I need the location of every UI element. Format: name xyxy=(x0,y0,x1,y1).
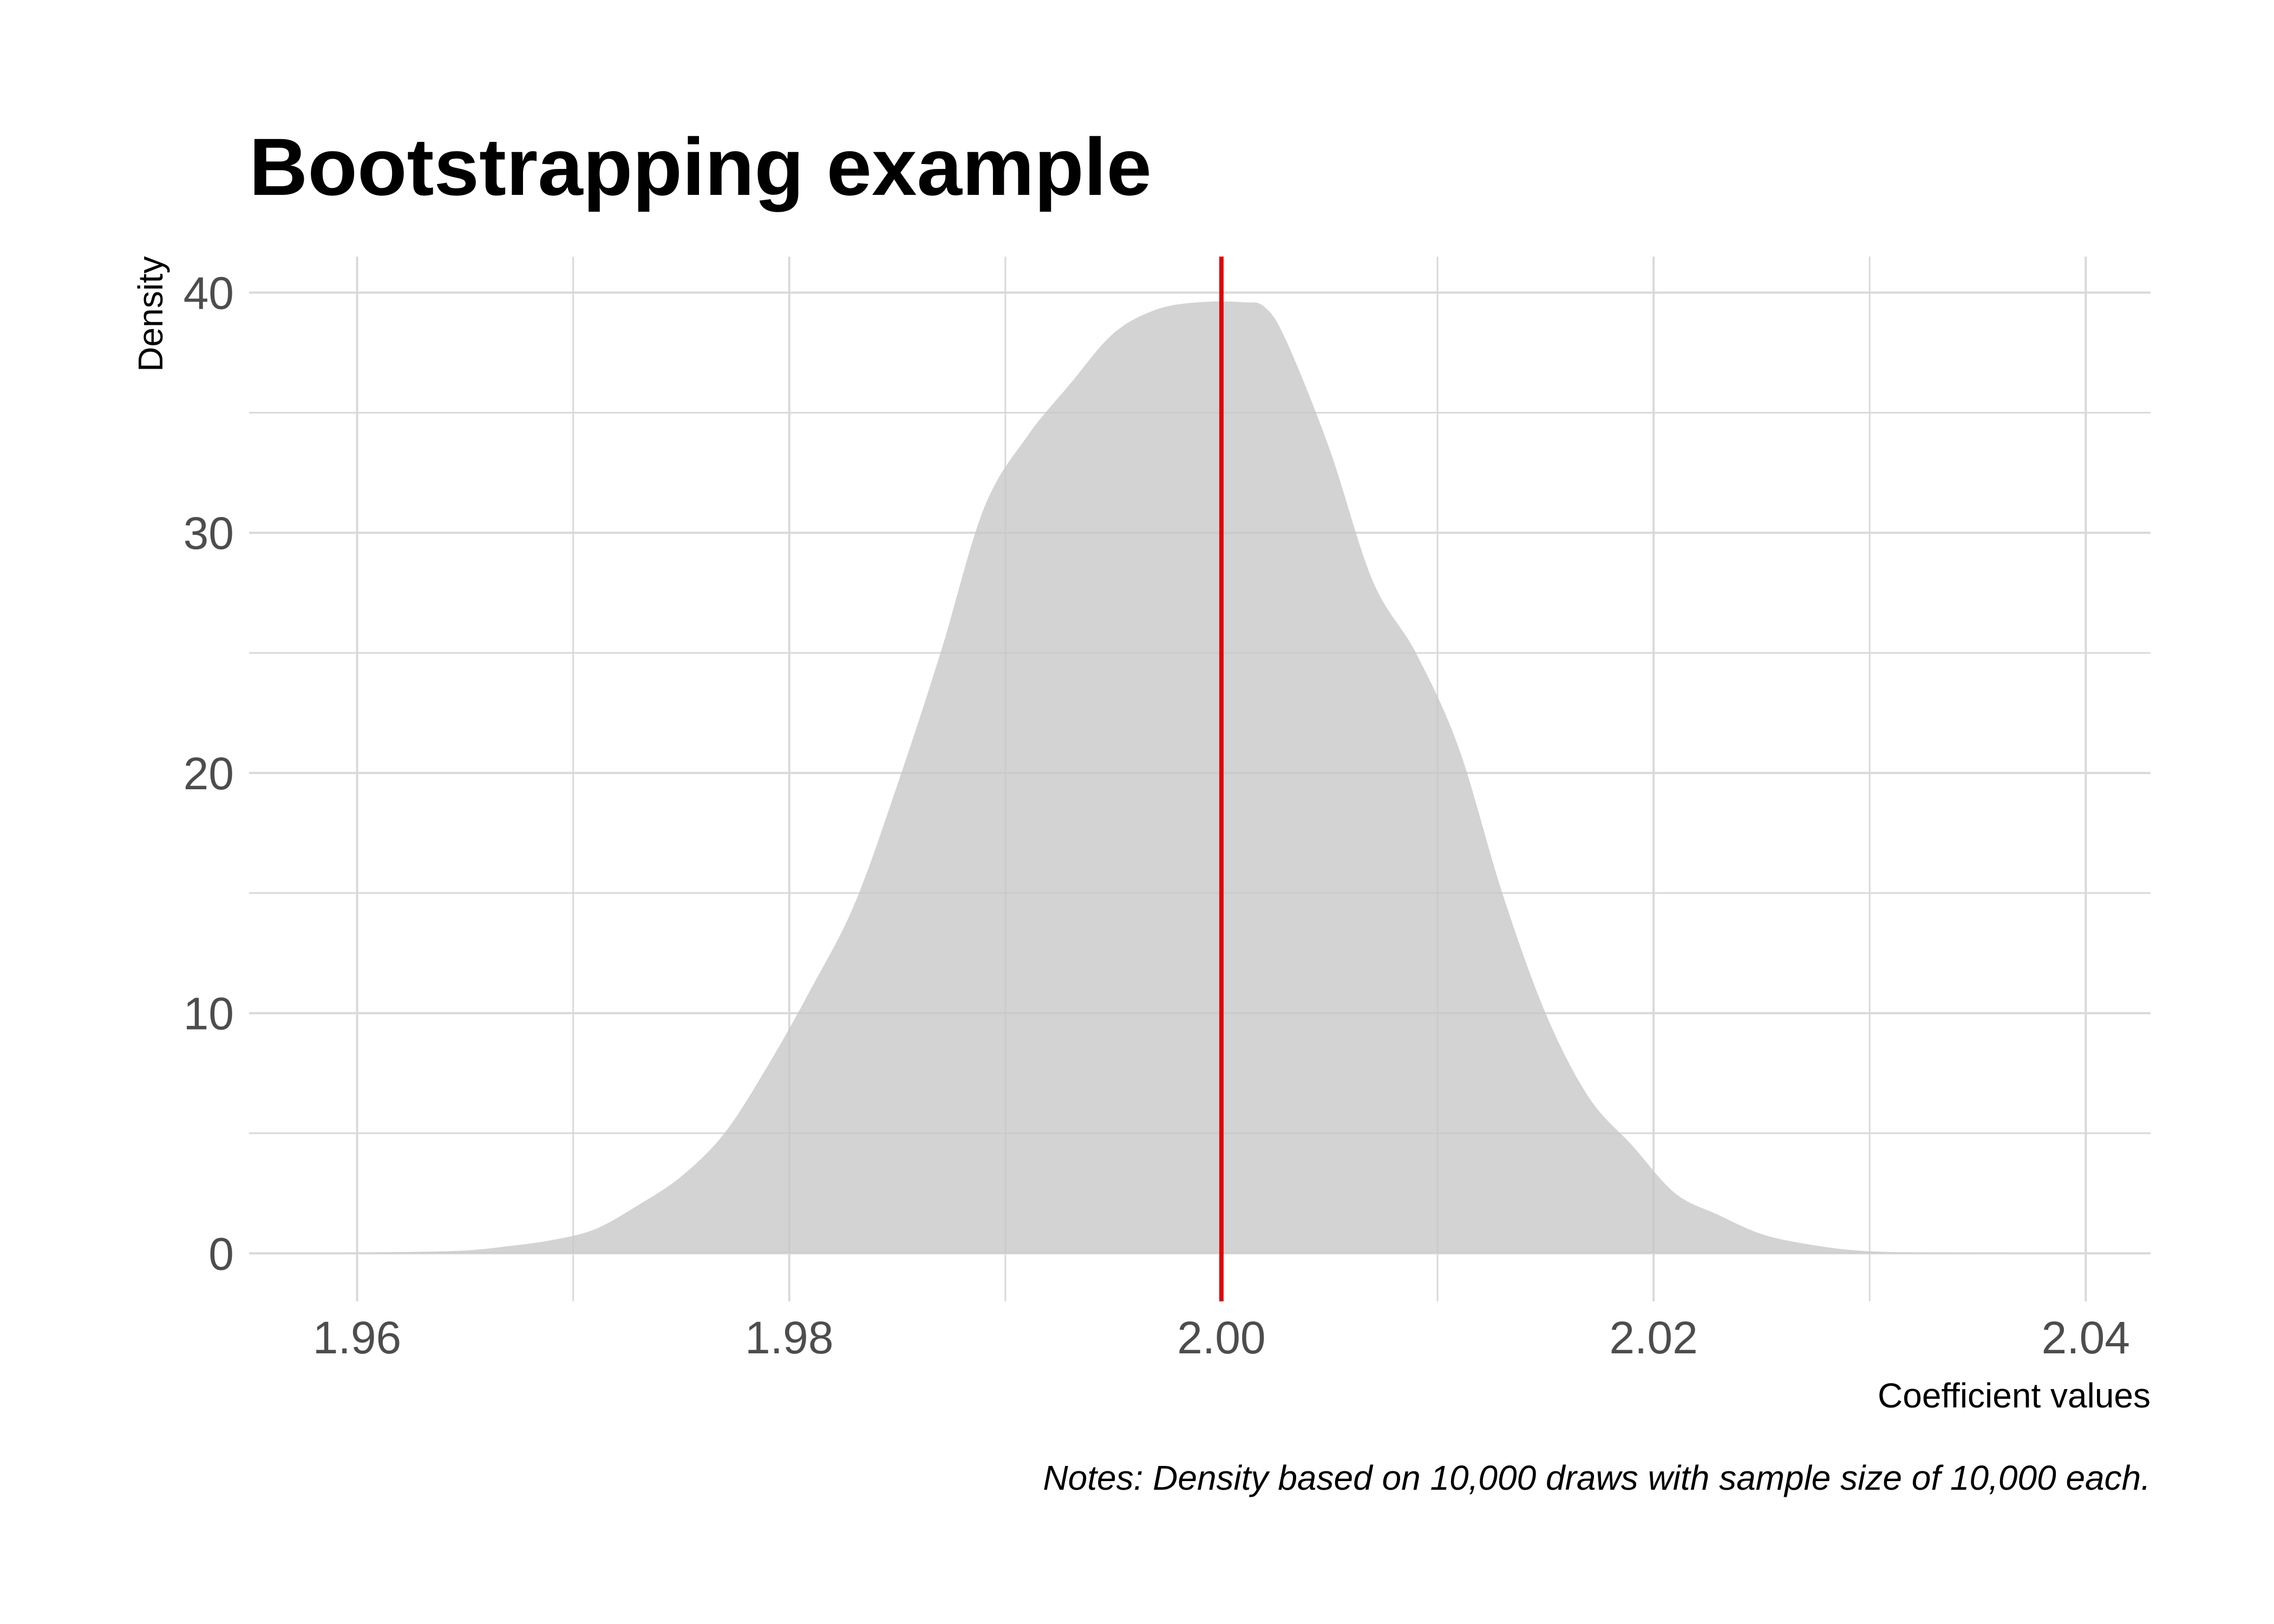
y-tick-label: 10 xyxy=(184,988,234,1039)
density-area xyxy=(335,301,2064,1254)
x-tick-label: 2.04 xyxy=(2042,1312,2131,1363)
chart-caption: Notes: Density based on 10,000 draws wit… xyxy=(1043,1458,2151,1497)
x-axis-title: Coefficient values xyxy=(1878,1376,2151,1415)
y-tick-label: 0 xyxy=(208,1228,234,1279)
y-axis-title: Density xyxy=(131,256,170,371)
x-tick-label: 2.02 xyxy=(1609,1312,1698,1363)
x-tick-label: 1.96 xyxy=(313,1312,402,1363)
x-axis-tick-labels: 1.96 1.98 2.00 2.02 2.04 xyxy=(313,1312,2130,1363)
y-tick-label: 20 xyxy=(184,748,234,799)
chart-title: Bootstrapping example xyxy=(249,121,1152,212)
major-gridlines xyxy=(249,257,2151,1301)
y-axis-tick-labels: 0 10 20 30 40 xyxy=(184,268,234,1280)
y-tick-label: 30 xyxy=(184,508,234,559)
y-tick-label: 40 xyxy=(184,268,234,319)
x-tick-label: 1.98 xyxy=(745,1312,834,1363)
x-tick-label: 2.00 xyxy=(1177,1312,1266,1363)
